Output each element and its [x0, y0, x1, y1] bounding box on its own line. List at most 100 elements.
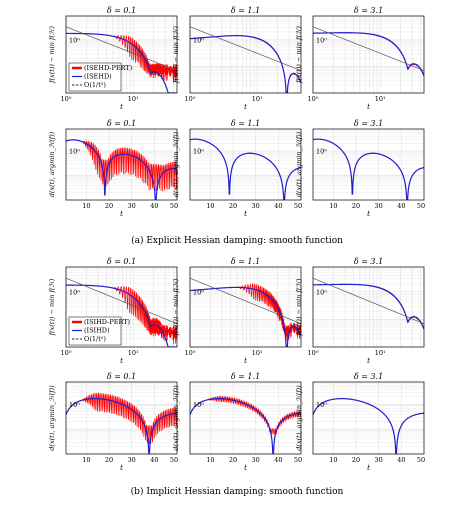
series-method-line	[313, 398, 424, 454]
x-tick-label: 10	[206, 202, 214, 210]
panel-a-top-2: δ = 1.1 f(x(t)) − min f(ℋ) 10⁰ 10⁰ 10¹ t	[172, 6, 302, 111]
panel-b-top-1: δ = 0.1 f(x(t)) − min f(ℋ) 10⁰ 10⁰ 10¹ t (ISIH…	[48, 257, 178, 365]
x-tick-label: 10⁰	[308, 95, 319, 103]
x-tick-label: 20	[105, 456, 113, 464]
x-axis-label: t	[367, 210, 370, 218]
grid	[189, 266, 301, 348]
panel-b-top-2: δ = 1.1 f(x(t)) − min f(ℋ) 10⁰ 10⁰ 10¹ t	[172, 257, 302, 365]
y-axis-label: f(x(t)) − min f(ℋ)	[295, 26, 303, 84]
y-tick-label: 10⁰	[193, 148, 204, 156]
x-tick-label: 10	[329, 202, 337, 210]
x-axis-label: t	[120, 464, 123, 472]
axes-frame	[189, 381, 302, 455]
x-tick-label: 40	[150, 202, 158, 210]
x-tick-label: 10⁰	[61, 349, 72, 357]
x-tick-label: 40	[274, 456, 282, 464]
axes-frame	[189, 128, 302, 201]
x-tick-label: 40	[274, 202, 282, 210]
axes-frame	[312, 266, 425, 348]
legend-entry: O(1/t²)	[84, 81, 106, 89]
series-method-line	[313, 138, 424, 200]
x-tick-label: 10¹	[375, 95, 386, 103]
panel-a-bot-3: δ = 3.1 d(x(t), argmin_ℋ(f)) 10⁰ 10 20 30 40 50…	[295, 119, 425, 218]
panel-title: δ = 0.1	[107, 6, 136, 15]
y-axis-label: d(x(t), argmin_ℋ(f))	[295, 385, 303, 451]
series-ref-line	[313, 26, 424, 71]
grid	[312, 15, 424, 94]
panel-a-top-1: δ = 0.1 f(x(t)) − min f(ℋ) 10⁰ 10⁰ 10¹ t (ISEH…	[48, 6, 178, 111]
x-tick-label: 20	[229, 456, 237, 464]
x-tick-label: 50	[294, 202, 302, 210]
x-tick-label: 10¹	[128, 349, 139, 357]
x-axis-label: t	[367, 357, 370, 365]
series-method-line	[190, 35, 301, 93]
x-axis-label: t	[244, 464, 247, 472]
panel-b-bot-3: δ = 3.1 d(x(t), argmin_ℋ(f)) 10⁰ 10 20 30 40 50…	[295, 372, 425, 472]
series-method-line	[313, 283, 424, 330]
y-axis-label: d(x(t), argmin_ℋ(f))	[172, 385, 180, 451]
y-tick-label: 10⁰	[316, 288, 327, 296]
series-method-line	[190, 286, 301, 347]
y-axis-label: f(x(t)) − min f(ℋ)	[172, 278, 180, 336]
x-tick-label: 20	[352, 202, 360, 210]
y-tick-label: 10⁰	[69, 401, 80, 409]
caption-b: (b) Implicit Hessian damping: smooth fun…	[131, 486, 344, 497]
axes-frame	[189, 266, 302, 348]
axes-frame	[312, 128, 425, 201]
series-ref-line	[66, 277, 177, 325]
y-axis-label: d(x(t), argmin_ℋ(f))	[295, 131, 303, 197]
x-tick-label: 10¹	[252, 349, 263, 357]
series-ref-line	[66, 26, 177, 71]
series-pert-line	[190, 282, 301, 343]
x-tick-label: 20	[105, 202, 113, 210]
series-method-line	[190, 138, 301, 200]
y-axis-label: f(x(t)) − min f(ℋ)	[48, 278, 56, 336]
x-tick-label: 50	[294, 456, 302, 464]
axes-frame	[65, 266, 178, 348]
legend-entry: (ISEHD)	[84, 73, 112, 81]
series-method-line	[313, 32, 424, 76]
x-tick-label: 30	[375, 202, 383, 210]
series-ref-line	[313, 277, 424, 325]
x-tick-label: 10⁰	[61, 95, 72, 103]
y-tick-label: 10⁰	[193, 401, 204, 409]
caption-a: (a) Explicit Hessian damping: smooth fun…	[131, 235, 343, 246]
x-tick-label: 50	[417, 456, 425, 464]
series-method-line	[190, 398, 301, 454]
x-axis-label: t	[244, 210, 247, 218]
panel-title: δ = 1.1	[231, 257, 260, 266]
y-axis-label: d(x(t), argmin_ℋ(f))	[172, 131, 180, 197]
grid	[190, 128, 301, 201]
x-tick-label: 30	[252, 456, 260, 464]
series-pert-line	[313, 138, 424, 200]
x-axis-label: t	[367, 464, 370, 472]
y-tick-label: 10⁰	[69, 288, 80, 296]
x-tick-label: 20	[229, 202, 237, 210]
panel-title: δ = 1.1	[231, 6, 260, 15]
x-axis-label: t	[120, 103, 123, 111]
legend-entry: O(1/t²)	[84, 335, 106, 343]
x-tick-label: 10	[206, 456, 214, 464]
x-tick-label: 40	[397, 456, 405, 464]
panel-title: δ = 1.1	[231, 119, 260, 128]
panel-title: δ = 1.1	[231, 372, 260, 381]
x-tick-label: 10	[82, 202, 90, 210]
axes-frame	[65, 381, 178, 455]
y-tick-label: 10⁰	[316, 148, 327, 156]
x-axis-label: t	[244, 357, 247, 365]
x-tick-label: 10⁰	[308, 349, 319, 357]
panel-b-bot-1: δ = 0.1 d(x(t), argmin_ℋ(f)) 10⁰ 10 20 30 40 50…	[48, 372, 178, 472]
legend-entry: (ISEHD-PERT)	[84, 64, 133, 72]
series-pert-line	[66, 139, 177, 192]
panel-title: δ = 3.1	[354, 372, 383, 381]
x-tick-label: 50	[417, 202, 425, 210]
axes-frame	[65, 15, 178, 94]
panel-a-bot-1: δ = 0.1 d(x(t), argmin_ℋ(f)) 10⁰ 10 20 30 40 50…	[48, 119, 178, 218]
y-axis-label: d(x(t), argmin_ℋ(f))	[48, 131, 56, 197]
x-tick-label: 10	[82, 456, 90, 464]
y-axis-label: f(x(t)) − min f(ℋ)	[172, 26, 180, 84]
panel-title: δ = 3.1	[354, 119, 383, 128]
y-axis-label: d(x(t), argmin_ℋ(f))	[48, 385, 56, 451]
legend: (ISEHD-PERT)(ISEHD)O(1/t²)	[68, 62, 133, 92]
